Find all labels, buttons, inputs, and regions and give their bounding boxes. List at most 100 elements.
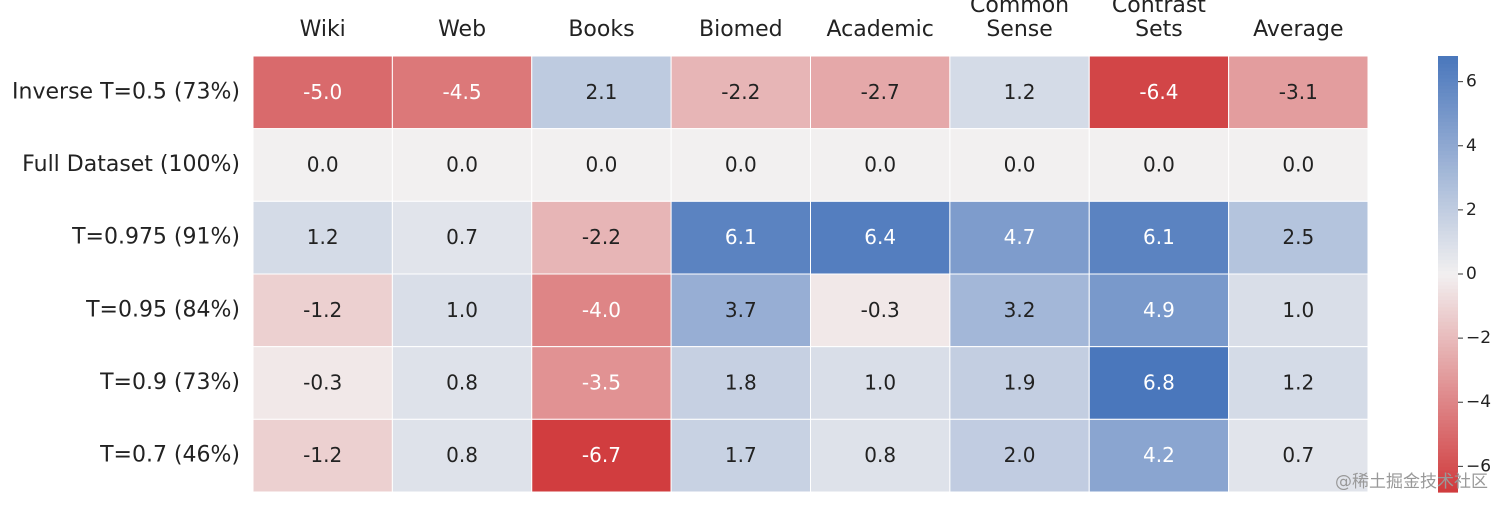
colorbar-segment — [1438, 190, 1458, 195]
colorbar-segment — [1438, 288, 1458, 293]
cell-label: -3.1 — [1279, 80, 1318, 104]
heat-cell — [531, 200, 672, 275]
cell-label: 1.8 — [725, 371, 757, 395]
heat-cell — [810, 346, 951, 420]
column-label: Academic — [826, 17, 933, 42]
heat-cell — [1088, 418, 1230, 493]
colorbar-segment — [1438, 412, 1458, 417]
colorbar-segment — [1438, 66, 1458, 72]
colorbar-segment — [1438, 244, 1458, 250]
colorbar-segment — [1438, 401, 1458, 406]
colorbar-segment — [1438, 263, 1458, 268]
colorbar-segment — [1438, 488, 1458, 493]
colorbar-segment — [1438, 183, 1458, 188]
heat-cell — [949, 200, 1090, 275]
colorbar-segment — [1438, 237, 1458, 242]
heat-cell — [810, 200, 951, 275]
colorbar-segment — [1438, 92, 1458, 97]
cell-label: 1.0 — [446, 298, 478, 322]
colorbar-segment — [1438, 175, 1458, 181]
colorbar-segment — [1438, 437, 1458, 442]
colorbar-segment — [1438, 234, 1458, 239]
colorbar-segment — [1438, 368, 1458, 373]
colorbar-segment — [1438, 284, 1458, 290]
colorbar-segment — [1438, 70, 1458, 75]
heat-cell — [1228, 128, 1369, 202]
colorbar-segment — [1438, 81, 1458, 86]
colorbar-segment — [1438, 63, 1458, 68]
colorbar-segment — [1438, 310, 1458, 315]
colorbar-segment — [1438, 408, 1458, 413]
colorbar-segment — [1438, 473, 1458, 479]
colorbar-segment — [1438, 324, 1458, 330]
cell-label: -2.2 — [582, 225, 621, 249]
colorbar-segment — [1438, 375, 1458, 380]
colorbar-segment — [1438, 459, 1458, 464]
colorbar-segment — [1438, 204, 1458, 210]
colorbar-segment — [1438, 59, 1458, 64]
colorbar-segment — [1438, 103, 1458, 108]
colorbar-segment — [1438, 77, 1458, 83]
cell-label: 1.7 — [725, 443, 757, 467]
heat-cell — [252, 200, 393, 275]
colorbar-segment — [1438, 481, 1458, 486]
cell-label: -1.2 — [303, 443, 342, 467]
cell-label: 6.4 — [864, 225, 896, 249]
column-label: Books — [568, 17, 634, 42]
cell-label: -0.3 — [861, 298, 900, 322]
heat-cell — [949, 346, 1090, 420]
colorbar-segment — [1438, 303, 1458, 308]
colorbar-segment — [1438, 252, 1458, 257]
heat-cell — [252, 418, 393, 493]
cell-label: 3.2 — [1004, 298, 1036, 322]
column-label: Sense — [986, 17, 1052, 42]
colorbar-segment — [1438, 226, 1458, 231]
column-label: Biomed — [699, 17, 783, 42]
colorbar-segment — [1438, 295, 1458, 301]
colorbar-segment — [1438, 197, 1458, 202]
column-label: Average — [1253, 17, 1343, 42]
cell-label: 0.7 — [1282, 443, 1314, 467]
colorbar-tick-label: 0 — [1466, 264, 1477, 284]
colorbar-segment — [1438, 313, 1458, 319]
cell-label: 0.0 — [1282, 153, 1314, 177]
colorbar-segment — [1438, 99, 1458, 104]
colorbar-segment — [1438, 230, 1458, 235]
heat-cell — [1228, 418, 1369, 493]
heat-cell — [1228, 55, 1369, 130]
colorbar-tick-label: 6 — [1466, 72, 1477, 92]
cell-label: 1.0 — [864, 371, 896, 395]
cell-label: 2.5 — [1282, 225, 1314, 249]
cell-label: -0.3 — [303, 371, 342, 395]
cell-label: 2.0 — [1004, 443, 1036, 467]
colorbar-segment — [1438, 201, 1458, 206]
row-label: T=0.7 (46%) — [99, 443, 240, 468]
colorbar-segment — [1438, 448, 1458, 453]
colorbar-segment — [1438, 157, 1458, 162]
colorbar-segment — [1438, 143, 1458, 148]
colorbar-tick-label: −6 — [1466, 456, 1491, 476]
row-label: T=0.9 (73%) — [99, 370, 240, 395]
colorbar-segment — [1438, 208, 1458, 213]
colorbar-tick-label: −4 — [1466, 392, 1491, 412]
cell-label: 0.0 — [307, 153, 339, 177]
cell-label: 0.0 — [1143, 153, 1175, 177]
cell-label: 0.8 — [446, 443, 478, 467]
colorbar-segment — [1438, 441, 1458, 446]
cell-label: -1.2 — [303, 298, 342, 322]
colorbar-segment — [1438, 306, 1458, 311]
heat-cell — [810, 128, 951, 202]
cell-label: -6.7 — [582, 443, 621, 467]
cell-label: 1.9 — [1004, 371, 1036, 395]
heat-cell — [670, 200, 811, 275]
heat-cell — [391, 128, 533, 202]
cell-label: 1.2 — [1004, 80, 1036, 104]
colorbar-tick-label: 2 — [1466, 200, 1477, 220]
heat-cell — [252, 55, 393, 130]
colorbar-segment — [1438, 379, 1458, 384]
colorbar-segment — [1438, 106, 1458, 112]
cell-label: 4.7 — [1004, 225, 1036, 249]
colorbar-segment — [1438, 255, 1458, 261]
heat-cell — [1228, 346, 1369, 420]
cell-label: -6.4 — [1139, 80, 1178, 104]
